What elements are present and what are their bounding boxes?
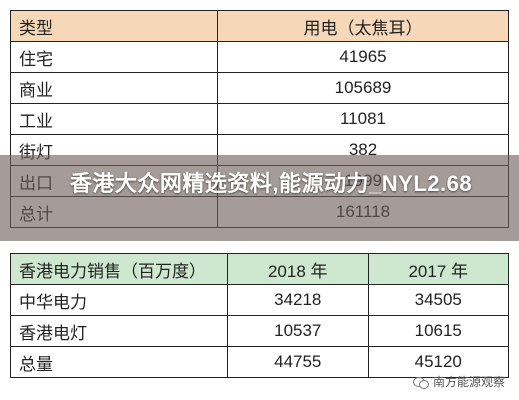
- overlay-caption: 香港大众网精选资料,能源动力_NYL2.68: [69, 171, 473, 196]
- column-header: 香港电力销售（百万度）: [10, 253, 228, 285]
- row-label: 总量: [10, 346, 228, 378]
- row-value: 11081: [217, 103, 509, 135]
- row-label: 住宅: [10, 41, 218, 73]
- table-row: 商业 105689: [10, 72, 509, 104]
- table-row: 香港电灯 10537 10615: [10, 315, 509, 347]
- table-row: 工业 11081: [10, 103, 509, 135]
- row-label: 商业: [10, 72, 218, 104]
- column-header: 类型: [10, 10, 218, 42]
- wechat-icon: [412, 376, 429, 389]
- watermark-text: 南方能源观察: [432, 375, 505, 389]
- table-header-row: 香港电力销售（百万度） 2018 年 2017 年: [10, 253, 509, 285]
- table-row: 总量 44755 45120: [10, 346, 509, 378]
- row-label: 中华电力: [10, 284, 228, 316]
- power-sales-table: 香港电力销售（百万度） 2018 年 2017 年 中华电力 34218 345…: [10, 253, 509, 378]
- row-value: 34218: [227, 284, 369, 316]
- column-header: 用电（太焦耳）: [217, 10, 509, 42]
- caption-overlay: [0, 155, 519, 241]
- row-label: 工业: [10, 103, 218, 135]
- row-value: 45120: [367, 346, 509, 378]
- row-label: 香港电灯: [10, 315, 228, 347]
- table-header-row: 类型 用电（太焦耳）: [10, 10, 509, 42]
- row-value: 10537: [227, 315, 369, 347]
- column-header: 2017 年: [367, 253, 509, 285]
- row-value: 34505: [367, 284, 509, 316]
- table-row: 中华电力 34218 34505: [10, 284, 509, 316]
- row-value: 10615: [367, 315, 509, 347]
- table-row: 住宅 41965: [10, 41, 509, 73]
- watermark: 南方能源观察: [412, 373, 505, 390]
- row-value: 44755: [227, 346, 369, 378]
- row-value: 105689: [217, 72, 509, 104]
- row-value: 41965: [217, 41, 509, 73]
- column-header: 2018 年: [227, 253, 369, 285]
